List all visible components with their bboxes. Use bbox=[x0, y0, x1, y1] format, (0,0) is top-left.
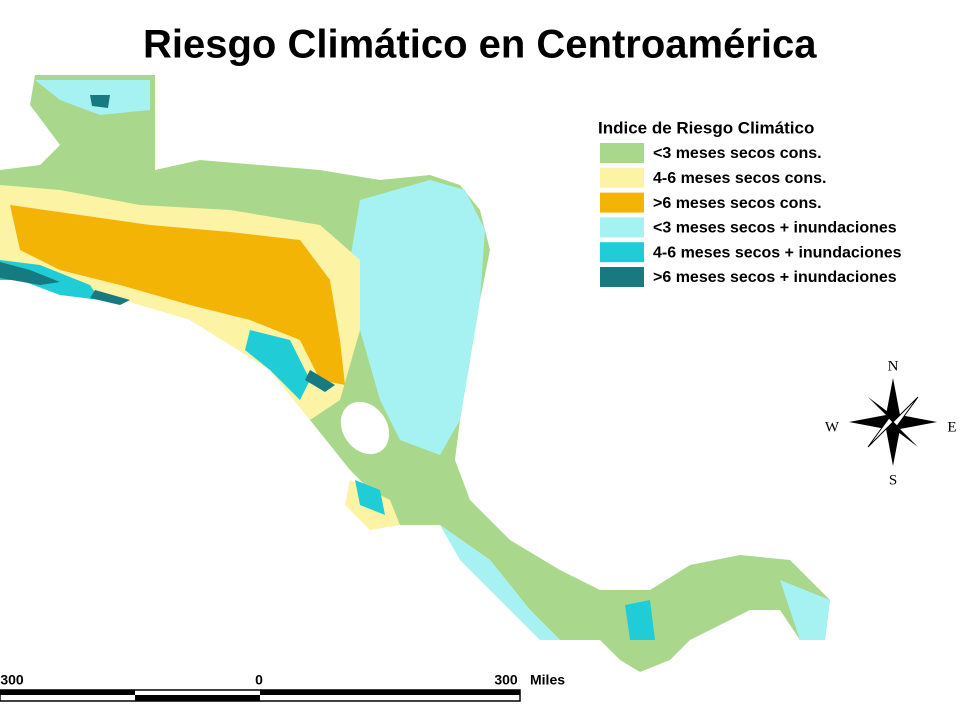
region bbox=[10, 205, 345, 385]
scale-label: 0 bbox=[255, 672, 263, 688]
region bbox=[305, 370, 335, 392]
legend-swatch bbox=[600, 143, 644, 163]
compass-point bbox=[893, 415, 937, 429]
legend-swatch bbox=[600, 242, 644, 263]
legend-label: 4-6 meses secos cons. bbox=[653, 170, 826, 187]
region bbox=[350, 180, 485, 455]
region bbox=[90, 95, 110, 108]
legend-label: <3 meses secos + inundaciones bbox=[653, 220, 897, 237]
legend: Indice de Riesgo Climático <3 meses seco… bbox=[598, 118, 902, 287]
legend-label: 4-6 meses secos + inundaciones bbox=[653, 244, 902, 261]
map-title: Riesgo Climático en Centroamérica bbox=[143, 23, 817, 67]
legend-swatch bbox=[600, 217, 644, 238]
lake bbox=[340, 401, 390, 455]
region bbox=[0, 262, 60, 285]
scale-segment bbox=[135, 695, 260, 701]
compass-west: W bbox=[825, 419, 840, 435]
region bbox=[780, 580, 830, 640]
compass-point bbox=[868, 397, 896, 422]
legend-label: <3 meses secos cons. bbox=[653, 145, 822, 162]
legend-label: >6 meses secos + inundaciones bbox=[653, 269, 897, 286]
legend-swatch bbox=[600, 192, 644, 213]
legend-swatch bbox=[600, 267, 644, 287]
scale-label: 300 bbox=[0, 672, 24, 688]
legend-label: >6 meses secos cons. bbox=[653, 195, 822, 212]
compass-point bbox=[886, 422, 900, 466]
region bbox=[245, 330, 310, 400]
region bbox=[355, 480, 385, 515]
compass-point bbox=[886, 378, 900, 422]
region bbox=[440, 525, 560, 640]
compass-east: E bbox=[947, 419, 956, 435]
compass-point bbox=[849, 415, 893, 429]
scale-unit: Miles bbox=[530, 672, 565, 688]
map bbox=[0, 75, 830, 672]
region bbox=[625, 600, 655, 640]
compass-south: S bbox=[889, 472, 897, 488]
compass-point bbox=[890, 422, 918, 447]
compass-north: N bbox=[888, 358, 899, 374]
legend-swatch bbox=[600, 167, 644, 188]
region bbox=[90, 290, 130, 305]
scale-segment bbox=[260, 690, 520, 695]
scale-label: 300 bbox=[494, 672, 518, 688]
compass-rose: N S W E bbox=[825, 358, 957, 488]
scale-segment bbox=[0, 690, 135, 695]
legend-title: Indice de Riesgo Climático bbox=[598, 118, 814, 137]
scale-bar: 300 0 300 Miles bbox=[0, 672, 565, 702]
